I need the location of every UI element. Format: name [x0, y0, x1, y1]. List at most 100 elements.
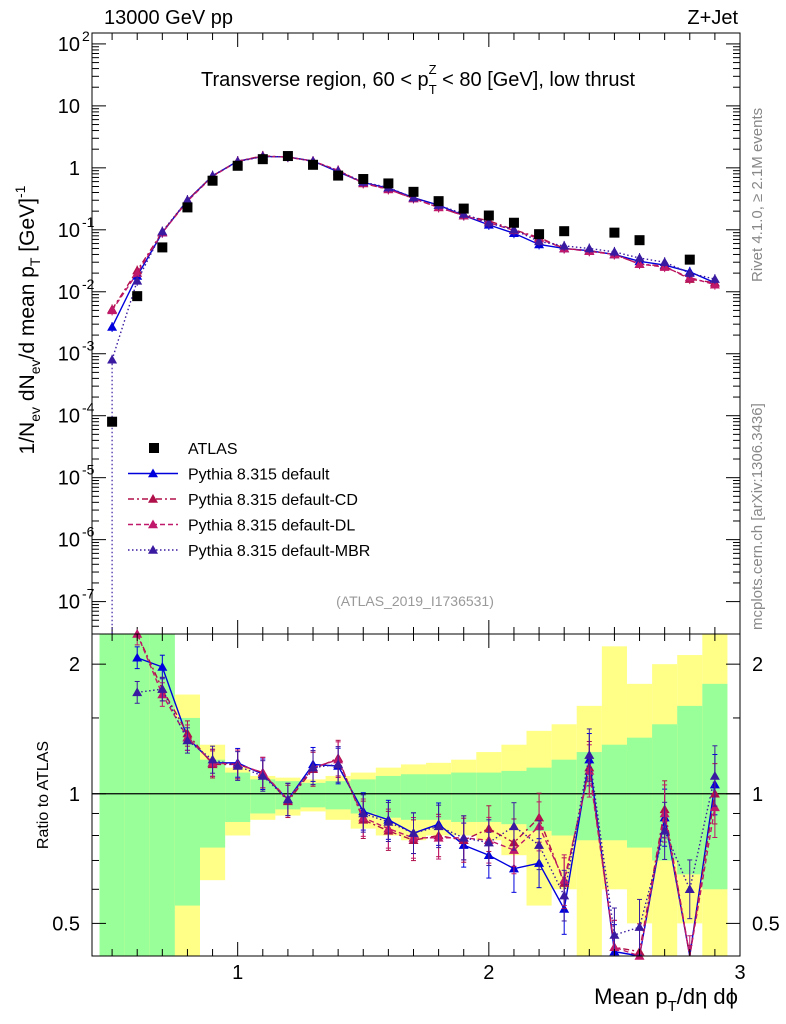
main-ytick-exponent: -2 [82, 276, 95, 292]
point-atlas [282, 151, 293, 162]
main-ytick-exponent: -5 [82, 462, 95, 478]
main-ytick-label: 10 [58, 406, 80, 428]
point-mbr [107, 354, 118, 364]
legend-marker-cd [148, 494, 158, 503]
header-right: Z+Jet [687, 7, 738, 29]
point-mbr [534, 236, 545, 246]
svg-text:1/Nev dNev/d mean pT [GeV]-1: 1/Nev dNev/d mean pT [GeV]-1 [12, 185, 43, 454]
x-axis-label: Mean pT/dη dϕ [594, 984, 738, 1015]
legend-label-cd: Pythia 8.315 default-CD [188, 492, 358, 509]
main-ytick-exponent: -3 [82, 338, 95, 354]
main-ytick-exponent: -7 [82, 586, 95, 602]
main-series-layer [107, 150, 720, 634]
legend-marker-default [148, 468, 158, 478]
main-ytick-label: 10 [58, 468, 80, 490]
point-atlas [458, 203, 469, 214]
band-green [677, 705, 703, 875]
ratio-point-mbr [508, 821, 519, 831]
ratio-uncertainty-bands [92, 634, 740, 956]
point-atlas [433, 196, 444, 207]
legend-marker-dl [148, 519, 158, 529]
legend-label-mbr: Pythia 8.315 default-MBR [188, 543, 370, 560]
ratio-panel-frame [91, 633, 741, 957]
ratio-ytick-label: 2 [69, 654, 80, 676]
point-atlas [508, 217, 519, 228]
point-mbr [508, 224, 519, 234]
ratio-point-mbr [232, 761, 243, 770]
ratio-point-mbr [257, 770, 268, 780]
main-ytick-exponent: -1 [82, 214, 95, 230]
series-line-cd [111, 155, 715, 310]
point-mbr [634, 253, 645, 262]
ratio-point-mbr [483, 837, 494, 847]
point-atlas [333, 170, 344, 181]
point-mbr [559, 240, 570, 250]
chart-title: Transverse region, 60 < pTZ < 80 [GeV], … [201, 62, 635, 97]
ratio-ytick-label-right: 2 [752, 654, 763, 676]
legend-marker-atlas [149, 443, 159, 453]
ratio-line-mbr [137, 688, 716, 936]
band-green [551, 759, 577, 836]
ratio-axes: 0.5 0.5 1 1 2 2 1 2 3 [52, 634, 780, 984]
point-dl [634, 259, 645, 268]
legend-label-default: Pythia 8.315 default [188, 467, 330, 484]
point-atlas [358, 174, 369, 185]
rivet-label: Rivet 4.1.0, ≥ 2.1M events [749, 108, 766, 282]
analysis-watermark: (ATLAS_2019_I1736531) [336, 593, 494, 609]
point-default [107, 322, 118, 331]
ratio-point-mbr [132, 687, 143, 697]
point-mbr [684, 268, 695, 277]
point-atlas [132, 291, 143, 302]
main-ytick-label: 1 [69, 158, 80, 180]
ratio-point-mbr [182, 735, 193, 745]
point-atlas [408, 186, 419, 197]
point-atlas [383, 178, 394, 189]
ratio-series-layer [132, 629, 720, 960]
ratio-point-mbr [207, 754, 218, 764]
main-ytick-label: 10 [58, 282, 80, 304]
ratio-point-mbr [433, 821, 444, 831]
point-mbr [659, 257, 670, 266]
ratio-y-label: Ratio to ATLAS [35, 741, 52, 849]
band-green [300, 782, 326, 808]
point-atlas [157, 242, 168, 253]
ratio-point-mbr [709, 770, 720, 780]
ratio-point-mbr [534, 840, 545, 849]
series-line-dl [111, 155, 716, 311]
main-ytick-label: 10 [58, 220, 80, 242]
ratio-point-mbr [157, 684, 168, 693]
ratio-point-mbr [458, 832, 469, 842]
legend: ATLAS Pythia 8.315 default Pythia 8.315 de… [128, 441, 370, 560]
main-ytick-label: 10 [58, 96, 80, 118]
xtick-label: 3 [734, 962, 745, 984]
ratio-line-default [136, 657, 716, 957]
ratio-point-mbr [559, 890, 570, 900]
point-atlas [308, 159, 319, 170]
point-atlas [232, 160, 243, 171]
band-green [99, 634, 125, 956]
xtick-label: 1 [232, 962, 243, 984]
ratio-point-mbr [333, 759, 344, 769]
main-ytick-label: 10 [58, 34, 80, 56]
point-mbr [584, 243, 595, 253]
ratio-point-mbr [659, 825, 670, 835]
point-mbr [182, 195, 193, 204]
ratio-point-mbr [684, 884, 695, 894]
ratio-point-mbr [634, 922, 645, 931]
ratio-point-default [132, 652, 143, 662]
point-atlas [182, 202, 193, 213]
ratio-point-mbr [408, 828, 419, 837]
main-ytick-exponent: -4 [82, 400, 95, 416]
main-ytick-label: 10 [58, 530, 80, 552]
legend-label-dl: Pythia 8.315 default-DL [188, 518, 355, 535]
point-atlas [609, 227, 620, 238]
ratio-ytick-label: 1 [69, 784, 80, 806]
legend-marker-mbr [148, 545, 158, 554]
ratio-ytick-label-right: 1 [752, 784, 763, 806]
point-dl [107, 305, 118, 315]
ratio-point-mbr [308, 762, 319, 772]
main-ytick-exponent: -6 [82, 524, 95, 540]
point-mbr [132, 275, 143, 285]
band-green [601, 744, 627, 841]
